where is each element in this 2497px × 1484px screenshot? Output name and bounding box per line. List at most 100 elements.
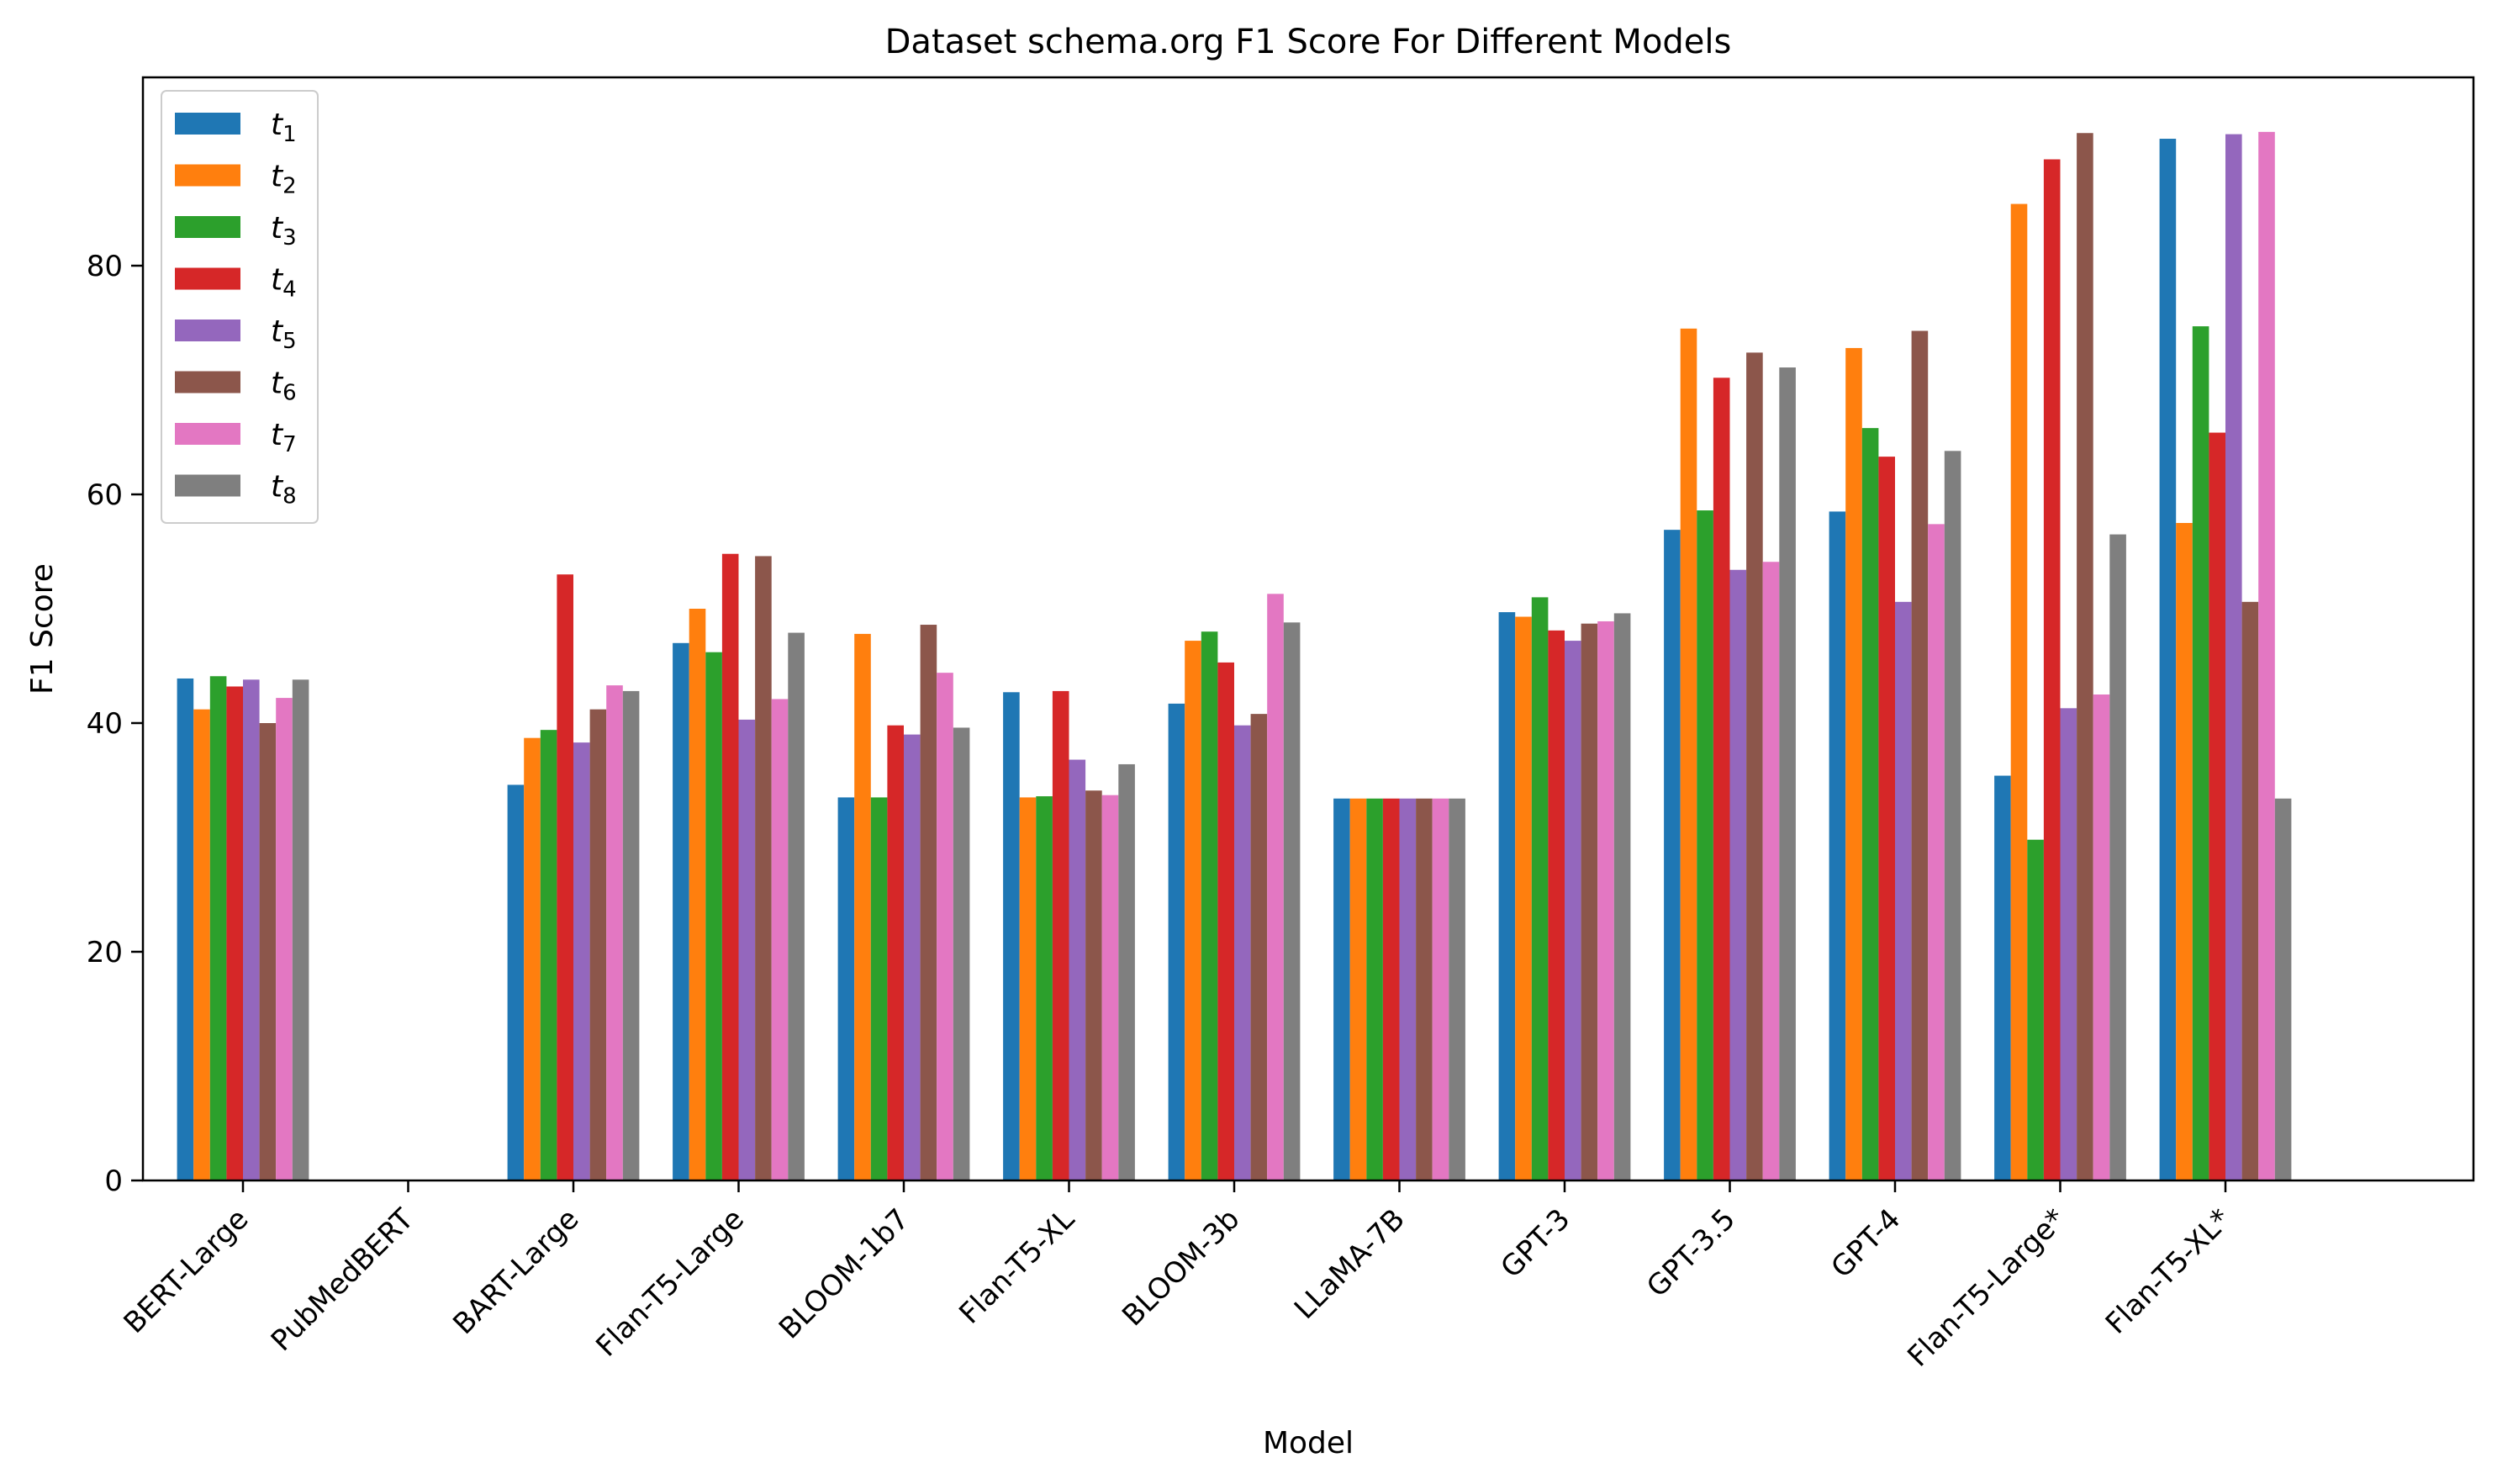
bar-gpt-4-t3 xyxy=(1861,428,1879,1180)
x-tick-label: GPT-3 xyxy=(1494,1202,1576,1285)
bar-flan-t5-large--t4 xyxy=(2043,159,2061,1180)
bar-flan-t5-xl--t2 xyxy=(2176,523,2193,1180)
bar-bloom-3b-t2 xyxy=(1185,641,1201,1180)
bar-gpt-3-5-t6 xyxy=(1746,352,1763,1180)
legend-swatch xyxy=(175,474,240,497)
legend-swatch xyxy=(175,267,240,290)
bar-bert-large-t3 xyxy=(209,676,227,1180)
bar-flan-t5-large-t6 xyxy=(755,556,772,1180)
bar-flan-t5-large--t3 xyxy=(2027,839,2044,1180)
bar-flan-t5-xl-t5 xyxy=(1069,759,1086,1180)
bar-flan-t5-xl--t5 xyxy=(2225,134,2242,1181)
bar-bart-large-t2 xyxy=(524,737,541,1180)
y-tick-label: 80 xyxy=(87,250,123,283)
x-tick-label: LLaMA-7B xyxy=(1288,1202,1412,1326)
y-tick-label: 20 xyxy=(87,936,123,969)
bar-flan-t5-xl--t3 xyxy=(2192,326,2209,1181)
x-tick-label: BLOOM-1b7 xyxy=(773,1202,916,1345)
bar-gpt-3-5-t3 xyxy=(1697,510,1713,1180)
bar-bart-large-t8 xyxy=(622,690,640,1180)
bar-bloom-3b-t8 xyxy=(1283,622,1301,1180)
x-tick-label: Flan-T5-XL* xyxy=(2099,1202,2238,1341)
y-axis: 0 20 40 60 80 xyxy=(87,250,143,1198)
bar-llama-7b-t2 xyxy=(1349,798,1367,1180)
bar-llama-7b-t5 xyxy=(1399,798,1417,1180)
y-tick-label: 0 xyxy=(104,1164,123,1198)
x-tick-label: GPT-3.5 xyxy=(1640,1202,1742,1304)
legend-swatch xyxy=(175,216,240,238)
bar-flan-t5-xl-t4 xyxy=(1052,690,1069,1180)
bar-gpt-3-t3 xyxy=(1531,597,1549,1180)
x-tick-label: PubMedBERT xyxy=(265,1202,420,1358)
x-tick-label: BART-Large xyxy=(446,1202,585,1341)
bar-gpt-3-5-t4 xyxy=(1713,378,1730,1180)
bar-flan-t5-large--t8 xyxy=(2109,534,2126,1180)
bar-llama-7b-t4 xyxy=(1382,798,1400,1180)
legend-frame xyxy=(161,90,319,524)
bar-llama-7b-t3 xyxy=(1366,798,1383,1180)
bar-bloom-1b7-t2 xyxy=(854,633,871,1180)
bar-bert-large-t5 xyxy=(243,679,260,1180)
bar-flan-t5-xl-t1 xyxy=(1003,692,1020,1180)
bar-flan-t5-large--t7 xyxy=(2093,694,2110,1180)
bar-gpt-4-t2 xyxy=(1845,347,1862,1180)
bar-bert-large-t1 xyxy=(177,678,194,1180)
bar-gpt-3-5-t2 xyxy=(1680,328,1697,1180)
bar-gpt-4-t6 xyxy=(1911,330,1929,1180)
bar-flan-t5-xl--t1 xyxy=(2159,139,2177,1180)
bar-gpt-3-t7 xyxy=(1597,621,1614,1180)
legend-swatch xyxy=(175,371,240,393)
bar-flan-t5-xl--t4 xyxy=(2209,432,2225,1180)
bar-gpt-3-t8 xyxy=(1613,613,1631,1180)
bar-llama-7b-t8 xyxy=(1449,798,1465,1180)
bar-bloom-3b-t1 xyxy=(1168,703,1185,1180)
bar-flan-t5-large--t5 xyxy=(2060,708,2077,1180)
y-tick-label: 40 xyxy=(87,707,123,741)
bar-gpt-3-t5 xyxy=(1565,641,1581,1180)
bar-flan-t5-xl-t7 xyxy=(1101,795,1119,1180)
x-tick-label: BLOOM-3b xyxy=(1116,1202,1246,1333)
x-tick-label: GPT-4 xyxy=(1824,1202,1907,1285)
x-axis: BERT-Large PubMedBERT BART-Large Flan-T5-La… xyxy=(118,1180,2238,1374)
legend-swatch xyxy=(175,320,240,341)
bar-bart-large-t4 xyxy=(557,574,573,1180)
bar-llama-7b-t7 xyxy=(1432,798,1449,1180)
bar-bloom-1b7-t6 xyxy=(920,625,937,1180)
bar-flan-t5-large-t8 xyxy=(788,632,805,1180)
bar-bart-large-t1 xyxy=(507,784,525,1180)
bar-bloom-3b-t6 xyxy=(1250,714,1268,1180)
bar-flan-t5-xl-t3 xyxy=(1036,796,1053,1180)
bar-gpt-4-t7 xyxy=(1928,524,1945,1180)
bar-bloom-1b7-t4 xyxy=(887,725,904,1180)
bar-flan-t5-xl-t8 xyxy=(1118,763,1135,1180)
bar-flan-t5-large-t5 xyxy=(738,719,756,1180)
bar-flan-t5-xl--t6 xyxy=(2241,601,2259,1180)
bar-gpt-3-5-t8 xyxy=(1779,367,1796,1180)
x-tick-label: Flan-T5-Large* xyxy=(1901,1202,2072,1374)
bar-llama-7b-t6 xyxy=(1416,798,1433,1180)
bar-flan-t5-large--t1 xyxy=(1994,775,2011,1180)
bar-gpt-3-t6 xyxy=(1581,623,1598,1180)
bar-gpt-3-t1 xyxy=(1498,612,1516,1180)
x-tick-label: Flan-T5-XL xyxy=(953,1202,1081,1331)
bars xyxy=(177,131,2292,1181)
bar-bloom-3b-t4 xyxy=(1217,662,1234,1180)
bar-flan-t5-large--t2 xyxy=(2010,203,2028,1180)
bar-flan-t5-large-t1 xyxy=(673,642,689,1180)
bar-flan-t5-xl--t7 xyxy=(2258,131,2275,1180)
legend-swatch xyxy=(175,113,240,135)
bar-gpt-3-t2 xyxy=(1515,616,1532,1180)
legend-swatch xyxy=(175,164,240,187)
bar-flan-t5-large-t7 xyxy=(771,699,789,1180)
bar-gpt-3-t4 xyxy=(1548,630,1565,1180)
bar-bart-large-t6 xyxy=(589,709,607,1180)
bar-flan-t5-large-t3 xyxy=(705,652,722,1180)
bar-gpt-4-t5 xyxy=(1895,601,1912,1180)
chart-title: Dataset schema.org F1 Score For Differen… xyxy=(885,23,1732,61)
bar-bloom-1b7-t8 xyxy=(953,727,970,1180)
bar-bloom-1b7-t3 xyxy=(870,797,888,1180)
bar-gpt-3-5-t1 xyxy=(1664,530,1681,1180)
bar-flan-t5-xl--t8 xyxy=(2274,798,2292,1180)
bar-bloom-3b-t3 xyxy=(1201,631,1218,1180)
